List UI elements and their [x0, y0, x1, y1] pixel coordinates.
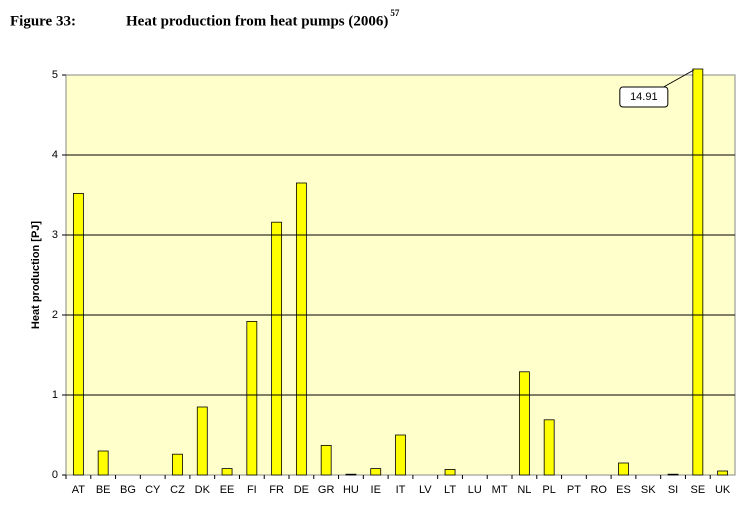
x-tick-label: CZ: [170, 484, 185, 496]
x-tick-label: SI: [668, 484, 678, 496]
bar: [444, 468, 456, 476]
bar: [667, 473, 679, 476]
x-tick-label: BE: [96, 484, 111, 496]
bar: [395, 434, 406, 476]
bar: [196, 406, 208, 476]
footnote: 57: [390, 8, 400, 18]
x-tick-label: UK: [715, 484, 731, 496]
plot-area: [65, 74, 736, 476]
x-tick-label: BG: [120, 484, 136, 496]
bar: [345, 473, 357, 476]
bar: [692, 68, 704, 476]
x-tick-label: EE: [220, 484, 235, 496]
x-tick-label: IT: [396, 484, 406, 496]
x-tick-label: GR: [318, 484, 335, 496]
x-tick-label: LV: [419, 484, 432, 496]
x-tick-label: LT: [444, 484, 456, 496]
x-tick-label: FR: [269, 484, 284, 496]
x-tick-label: RO: [590, 484, 607, 496]
x-tick-label: DK: [195, 484, 211, 496]
x-tick-label: FI: [247, 484, 257, 496]
annotation: 14.91: [630, 91, 658, 103]
callout-line: [661, 69, 695, 89]
bar: [172, 453, 183, 476]
bar: [72, 192, 84, 476]
y-tick-label: 2: [52, 309, 58, 321]
chart-title: Heat production from heat pumps (2006): [126, 13, 388, 29]
x-tick-label: DE: [294, 484, 309, 496]
bar: [370, 468, 382, 476]
x-tick-label: SE: [690, 484, 705, 496]
x-tick-label: SK: [641, 484, 656, 496]
bar: [717, 470, 729, 476]
x-tick-label: AT: [72, 484, 86, 496]
x-tick-label: NL: [517, 484, 531, 496]
callout-box: [619, 86, 669, 108]
y-tick-label: 0: [52, 469, 58, 481]
bar: [246, 320, 258, 476]
bar: [97, 450, 109, 476]
bar: [618, 462, 629, 476]
y-tick-label: 3: [52, 229, 58, 241]
y-axis-label: Heat production [PJ]: [30, 221, 42, 330]
x-tick-label: MT: [492, 484, 508, 496]
bar: [271, 221, 283, 476]
x-tick-label: CY: [145, 484, 161, 496]
bar: [295, 182, 307, 476]
y-tick-label: 1: [52, 389, 58, 401]
bar: [518, 371, 530, 476]
bar: [543, 419, 555, 476]
bars: [72, 68, 729, 476]
figure-label: Figure 33:: [10, 13, 76, 29]
x-tick-label: ES: [616, 484, 631, 496]
x-tick-label: PL: [542, 484, 555, 496]
y-tick-label: 5: [52, 69, 58, 81]
x-tick-label: LU: [468, 484, 482, 496]
x-tick-label: IE: [371, 484, 381, 496]
x-tick-label: PT: [567, 484, 581, 496]
y-tick-label: 4: [52, 149, 58, 161]
bar: [320, 444, 332, 476]
x-tick-label: HU: [343, 484, 359, 496]
bar: [221, 468, 233, 476]
